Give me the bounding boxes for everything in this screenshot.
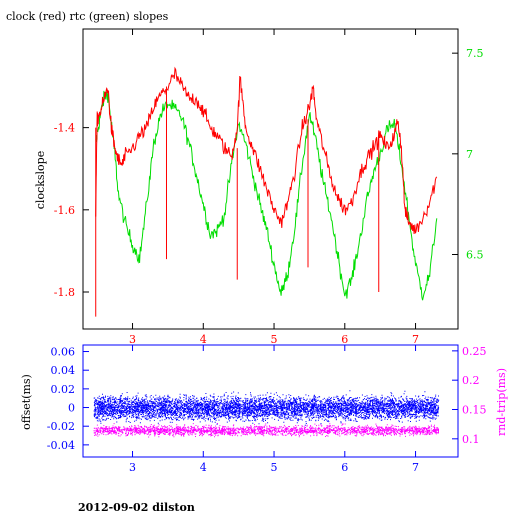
offset-plot-frame	[82, 344, 459, 458]
slopes-y2-tick-label: 7.5	[466, 47, 484, 60]
series-blue-points	[93, 390, 440, 426]
slopes-panel: 3 4 5 6 7 -1.4 -1.6 -1.8 7.5 7 6.5 clockslope	[34, 28, 484, 346]
slopes-y-tick-label: -1.6	[54, 204, 75, 217]
offset-y-tick-label: 0.02	[51, 383, 76, 396]
slopes-y2-tick-label: 6.5	[466, 249, 484, 262]
offset-y-tick-label: -0.04	[47, 439, 75, 452]
slopes-x-tick-label: 3	[129, 333, 136, 346]
rnd-trip-y-tick-label: 0.1	[462, 433, 480, 446]
series-blue-points-points	[93, 390, 440, 426]
offset-x-tick-label: 7	[412, 461, 419, 474]
offset-y-axis-label: offset(ms)	[20, 374, 33, 430]
footer-caption: 2012-09-02 dilston	[78, 501, 195, 512]
offset-y-tick-label: 0	[68, 402, 75, 415]
series-magenta-points-points	[93, 423, 439, 438]
slopes-x-tick-label: 4	[200, 333, 207, 346]
slopes-x-tick-label: 5	[271, 333, 278, 346]
slopes-y-tick-label: -1.8	[54, 286, 75, 299]
offset-y-tick-label: -0.02	[47, 420, 75, 433]
offset-x-tick-label: 3	[129, 461, 136, 474]
slopes-x-tick-label: 7	[412, 333, 419, 346]
rnd-trip-y-tick-label: 0.2	[462, 374, 480, 387]
slopes-y-axis-label: clockslope	[34, 151, 47, 209]
offset-ticks: 3 4 5 6 7 0.06 0.04 0.02 0 -0.02 -0.04 0.25 0.2 0.15 0…	[47, 345, 487, 474]
offset-y-tick-label: 0.06	[51, 346, 76, 359]
slopes-y-tick-label: -1.4	[54, 122, 75, 135]
slopes-ticks: 3 4 5 6 7 -1.4 -1.6 -1.8 7.5 7 6.5	[54, 29, 484, 346]
offset-x-tick-label: 5	[271, 461, 278, 474]
rnd-trip-y-axis-label: rnd-trip(ms)	[495, 368, 508, 436]
offset-series-group	[93, 390, 440, 438]
chart-title: clock (red) rtc (green) slopes	[6, 10, 169, 23]
slopes-series-group	[95, 66, 438, 317]
slopes-x-tick-label: 6	[341, 333, 348, 346]
slopes-y2-tick-label: 7	[466, 148, 473, 161]
series-magenta-points	[93, 423, 439, 438]
series-red-line	[95, 66, 438, 235]
slopes-plot-frame	[82, 28, 459, 330]
rnd-trip-y-tick-label: 0.15	[462, 404, 487, 417]
rnd-trip-y-tick-label: 0.25	[462, 345, 487, 358]
offset-y-tick-label: 0.04	[51, 364, 76, 377]
offset-panel: 3 4 5 6 7 0.06 0.04 0.02 0 -0.02 -0.04 0.25 0.2 0.15 0…	[20, 344, 508, 474]
offset-x-tick-label: 4	[200, 461, 207, 474]
series-green-line	[95, 90, 438, 301]
offset-x-tick-label: 6	[341, 461, 348, 474]
